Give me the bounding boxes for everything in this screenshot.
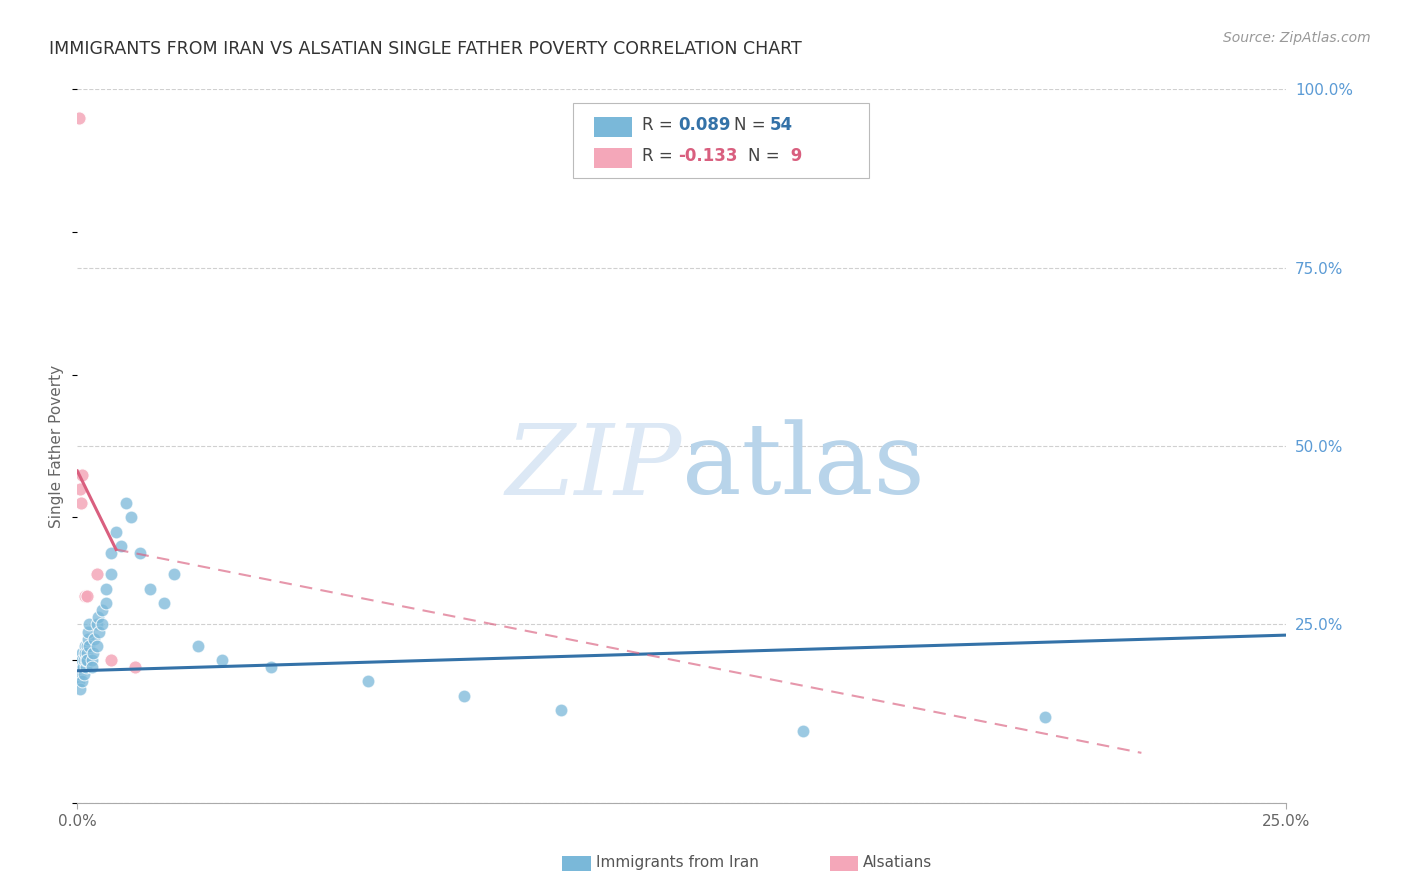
Text: Alsatians: Alsatians <box>863 855 932 870</box>
Point <box>211 653 233 667</box>
Text: IMMIGRANTS FROM IRAN VS ALSATIAN SINGLE FATHER POVERTY CORRELATION CHART: IMMIGRANTS FROM IRAN VS ALSATIAN SINGLE … <box>49 40 801 58</box>
Text: Source: ZipAtlas.com: Source: ZipAtlas.com <box>1223 31 1371 45</box>
Point <box>67 667 90 681</box>
Text: ZIP: ZIP <box>506 420 682 515</box>
Point <box>453 689 475 703</box>
Point <box>76 653 98 667</box>
Point <box>90 617 112 632</box>
Point <box>260 660 283 674</box>
Text: N =: N = <box>748 146 786 164</box>
Point <box>77 639 100 653</box>
Point <box>90 603 112 617</box>
Point <box>187 639 209 653</box>
Point <box>792 724 814 739</box>
Point <box>69 653 91 667</box>
Point <box>75 646 97 660</box>
Point <box>70 660 93 674</box>
Point <box>100 567 122 582</box>
Text: Immigrants from Iran: Immigrants from Iran <box>596 855 759 870</box>
Text: 9: 9 <box>785 146 801 164</box>
Point <box>100 546 122 560</box>
Point <box>75 660 97 674</box>
Point <box>120 510 142 524</box>
Point <box>70 646 93 660</box>
Point <box>69 681 91 696</box>
Point <box>67 674 90 689</box>
Text: R =: R = <box>643 146 678 164</box>
Point <box>79 617 101 632</box>
Text: -0.133: -0.133 <box>678 146 738 164</box>
Point <box>67 660 90 674</box>
Point <box>73 589 96 603</box>
FancyBboxPatch shape <box>574 103 869 178</box>
Point <box>70 653 93 667</box>
Y-axis label: Single Father Poverty: Single Father Poverty <box>49 365 65 527</box>
Text: 0.089: 0.089 <box>678 116 731 134</box>
Point <box>73 639 96 653</box>
Point <box>80 660 103 674</box>
Point <box>114 496 136 510</box>
Point <box>80 653 103 667</box>
Point <box>550 703 572 717</box>
Point <box>124 660 146 674</box>
Point <box>67 111 90 125</box>
Point <box>129 546 152 560</box>
Point <box>86 567 108 582</box>
Point <box>87 624 110 639</box>
Point <box>83 632 105 646</box>
Point <box>77 624 100 639</box>
Point <box>100 653 122 667</box>
Text: N =: N = <box>734 116 770 134</box>
Text: atlas: atlas <box>682 419 925 516</box>
Point <box>86 639 108 653</box>
Text: 54: 54 <box>770 116 793 134</box>
Point <box>139 582 162 596</box>
Point <box>153 596 176 610</box>
Point <box>110 539 132 553</box>
Point <box>96 596 118 610</box>
Bar <box>593 148 633 168</box>
Point <box>82 646 104 660</box>
Point <box>76 639 98 653</box>
Point <box>73 653 96 667</box>
Point <box>70 674 93 689</box>
Point <box>96 582 118 596</box>
Point <box>356 674 378 689</box>
Point <box>69 667 91 681</box>
Point <box>70 467 93 482</box>
Point <box>163 567 186 582</box>
Point <box>75 653 97 667</box>
Point <box>72 660 94 674</box>
Point <box>69 496 91 510</box>
Point <box>69 482 91 496</box>
Point <box>1033 710 1056 724</box>
Point <box>76 589 98 603</box>
Text: R =: R = <box>643 116 678 134</box>
Point <box>72 667 94 681</box>
Point <box>76 646 98 660</box>
Bar <box>593 117 633 137</box>
Point <box>77 632 100 646</box>
Point <box>86 610 108 624</box>
Point <box>86 617 108 632</box>
Point <box>105 524 128 539</box>
